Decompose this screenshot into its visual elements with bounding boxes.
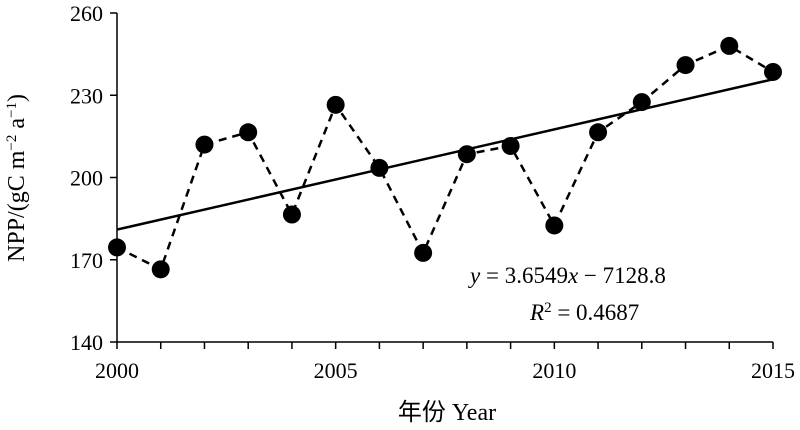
x-axis-label: 年份 Year [398, 399, 496, 426]
data-points [108, 36, 782, 279]
eq-y-var: y [468, 263, 481, 288]
y-axis-label-mid: a [4, 118, 30, 135]
data-point [282, 205, 301, 224]
axes [116, 13, 773, 343]
x-tick-label: 2005 [314, 358, 358, 383]
trend-line [116, 78, 774, 231]
y-axis-label-sup2: −1 [4, 102, 20, 118]
r-squared: R2 = 0.4687 [529, 300, 639, 325]
y-tick-label: 200 [70, 166, 103, 191]
data-point [326, 95, 345, 114]
x-axis-ticks: 2000 2005 2010 2015 [95, 342, 795, 383]
eq-slope: = 3.6549 [480, 263, 568, 288]
data-point [457, 145, 476, 164]
data-point [195, 135, 214, 154]
y-tick-label: 260 [70, 1, 103, 26]
series-line-npp [116, 44, 774, 272]
eq-intercept: − 7128.8 [578, 263, 666, 288]
data-point [545, 216, 564, 235]
y-tick-label: 170 [70, 248, 103, 273]
y-tick-label: 140 [70, 330, 103, 355]
y-axis-ticks: 140 170 200 230 260 [70, 1, 117, 355]
y-axis-label-main: NPP/(gC m [4, 150, 30, 262]
x-tick-label: 2015 [751, 358, 795, 383]
r-squared-r: R [529, 300, 544, 325]
y-axis-label: NPP/(gC m−2 a−1) [4, 94, 30, 262]
data-point [108, 238, 126, 257]
data-point [151, 260, 170, 279]
r-squared-value: = 0.4687 [552, 300, 640, 325]
x-tick-label: 2000 [95, 358, 139, 383]
y-axis-label-sup1: −2 [4, 135, 20, 151]
data-point [676, 56, 695, 75]
data-point [632, 93, 651, 112]
data-point [414, 243, 433, 262]
r-squared-sup: 2 [544, 300, 552, 316]
eq-x-var: x [567, 263, 579, 288]
y-axis-label-tail: ) [4, 94, 30, 102]
data-point [501, 136, 520, 155]
x-tick-label: 2010 [532, 358, 576, 383]
data-point [589, 123, 608, 142]
y-tick-label: 230 [70, 83, 103, 108]
data-point [720, 36, 739, 55]
data-point [370, 158, 389, 177]
data-point [239, 123, 258, 142]
regression-equation: y = 3.6549x − 7128.8 [468, 263, 666, 288]
data-point [764, 62, 782, 81]
